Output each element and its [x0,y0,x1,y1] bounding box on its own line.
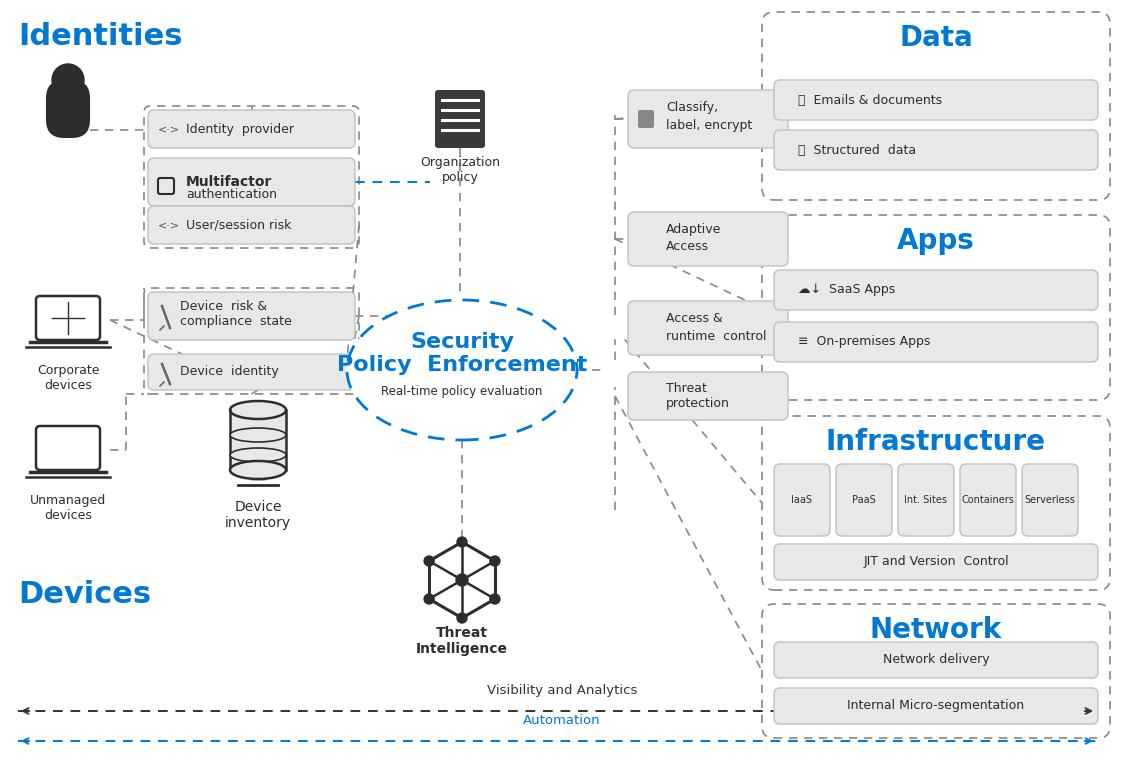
Circle shape [457,613,466,623]
Circle shape [424,594,434,604]
Text: compliance  state: compliance state [180,315,292,328]
Text: Device  identity: Device identity [180,365,279,379]
FancyBboxPatch shape [148,206,355,244]
Text: Serverless: Serverless [1025,495,1076,505]
FancyBboxPatch shape [774,544,1098,580]
Text: Containers: Containers [961,495,1015,505]
Text: Security: Security [410,332,514,352]
Text: Identities: Identities [18,22,182,51]
Circle shape [456,574,468,586]
Circle shape [490,556,500,566]
Text: Adaptive: Adaptive [667,224,722,237]
Text: ☁↓  SaaS Apps: ☁↓ SaaS Apps [798,284,895,297]
FancyBboxPatch shape [628,90,788,148]
Ellipse shape [230,428,285,442]
Ellipse shape [230,401,285,419]
Text: Corporate
devices: Corporate devices [37,364,99,392]
FancyBboxPatch shape [960,464,1016,536]
Text: Unmanaged
devices: Unmanaged devices [30,494,106,522]
FancyBboxPatch shape [628,372,788,420]
FancyBboxPatch shape [435,90,484,148]
Text: IaaS: IaaS [791,495,813,505]
Text: Apps: Apps [897,227,975,255]
Text: Classify,: Classify, [667,102,718,115]
Text: Devices: Devices [18,580,151,609]
Text: Multifactor: Multifactor [185,175,272,189]
Text: JIT and Version  Control: JIT and Version Control [863,555,1009,568]
Text: Data: Data [899,24,973,52]
Text: PaaS: PaaS [852,495,876,505]
FancyBboxPatch shape [148,292,355,340]
FancyBboxPatch shape [628,301,788,355]
Text: Automation: Automation [523,714,601,727]
FancyBboxPatch shape [148,354,355,390]
Ellipse shape [230,461,285,479]
Text: Real-time policy evaluation: Real-time policy evaluation [381,386,543,399]
FancyBboxPatch shape [36,296,100,340]
Text: 🗄  Structured  data: 🗄 Structured data [798,143,916,157]
FancyBboxPatch shape [836,464,892,536]
Text: Access &: Access & [667,312,723,325]
Text: Visibility and Analytics: Visibility and Analytics [487,684,637,697]
FancyBboxPatch shape [774,688,1098,724]
FancyBboxPatch shape [774,130,1098,170]
Circle shape [424,556,434,566]
Text: Policy  Enforcement: Policy Enforcement [337,355,587,375]
FancyBboxPatch shape [148,158,355,206]
Text: <·>: <·> [158,124,180,134]
Ellipse shape [230,448,285,462]
Text: Identity  provider: Identity provider [185,123,294,136]
Circle shape [490,594,500,604]
Circle shape [605,318,625,338]
FancyBboxPatch shape [638,110,654,128]
FancyBboxPatch shape [36,426,100,470]
Text: User/session risk: User/session risk [185,218,291,231]
Text: runtime  control: runtime control [667,331,767,344]
FancyBboxPatch shape [774,80,1098,120]
Ellipse shape [347,300,577,440]
Text: Access: Access [667,240,709,252]
Text: authentication: authentication [185,188,277,201]
FancyBboxPatch shape [1022,464,1078,536]
Text: <·>: <·> [158,220,180,230]
Text: Network: Network [870,616,1003,644]
Text: 📄  Emails & documents: 📄 Emails & documents [798,93,942,106]
FancyBboxPatch shape [774,642,1098,678]
FancyBboxPatch shape [898,464,954,536]
Text: Internal Micro-segmentation: Internal Micro-segmentation [847,699,1025,712]
Circle shape [457,537,466,547]
FancyBboxPatch shape [774,322,1098,362]
Text: protection: protection [667,398,729,410]
Text: Int. Sites: Int. Sites [905,495,948,505]
FancyBboxPatch shape [774,464,830,536]
Text: Threat
Intelligence: Threat Intelligence [416,626,508,656]
Text: Infrastructure: Infrastructure [826,428,1046,456]
FancyBboxPatch shape [774,270,1098,310]
Text: Threat: Threat [667,382,707,395]
Text: label, encrypt: label, encrypt [667,120,752,133]
FancyBboxPatch shape [628,212,788,266]
Text: ≡  On-premises Apps: ≡ On-premises Apps [798,335,931,348]
Text: Network delivery: Network delivery [882,654,989,666]
Circle shape [605,366,625,386]
Text: Organization
policy: Organization policy [420,156,500,184]
FancyBboxPatch shape [46,80,90,138]
Polygon shape [230,410,285,470]
Text: Device
inventory: Device inventory [225,500,291,530]
Text: Device  risk &: Device risk & [180,299,268,312]
Circle shape [52,64,84,96]
FancyBboxPatch shape [148,110,355,148]
